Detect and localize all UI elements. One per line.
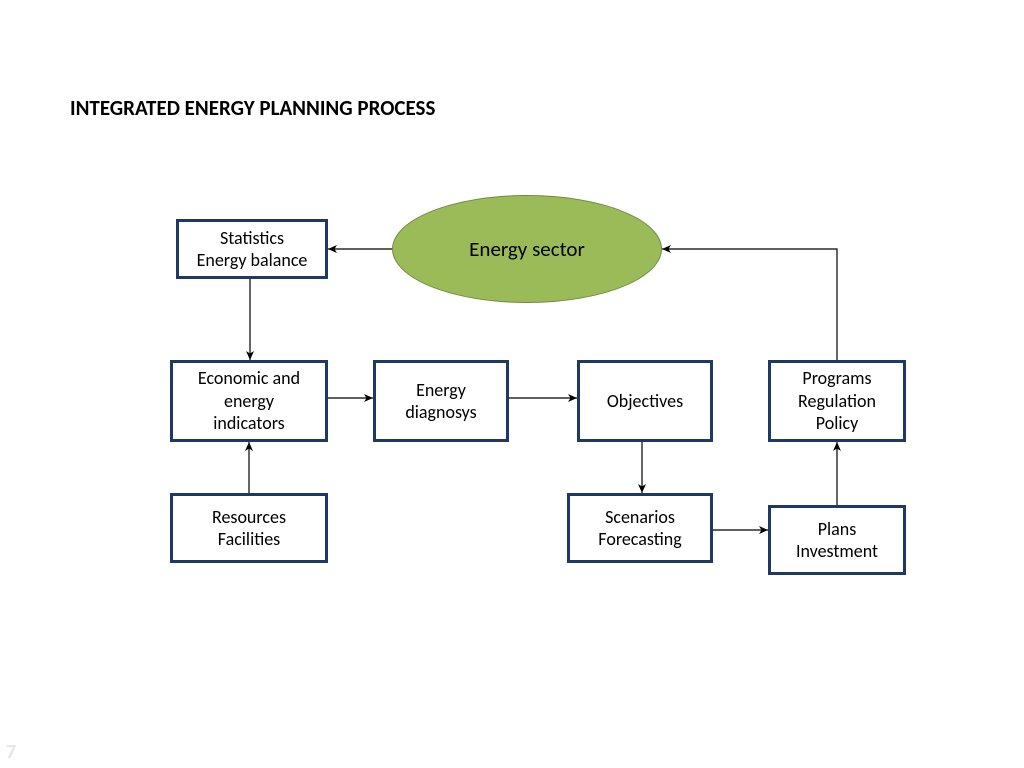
edge-programs-to-energy_sector (662, 249, 837, 360)
slide-title: INTEGRATED ENERGY PLANNING PROCESS (70, 95, 435, 121)
node-diagnosys: Energy diagnosys (373, 360, 509, 442)
node-scenarios: Scenarios Forecasting (567, 493, 713, 563)
node-statistics: Statistics Energy balance (176, 219, 328, 279)
node-resources: Resources Facilities (170, 493, 328, 563)
node-objectives: Objectives (577, 360, 713, 442)
node-indicators: Economic and energy indicators (170, 360, 328, 442)
node-programs: Programs Regulation Policy (768, 360, 906, 442)
page-number: 7 (6, 740, 16, 764)
node-plans: Plans Investment (768, 505, 906, 575)
node-energy_sector: Energy sector (392, 195, 662, 303)
